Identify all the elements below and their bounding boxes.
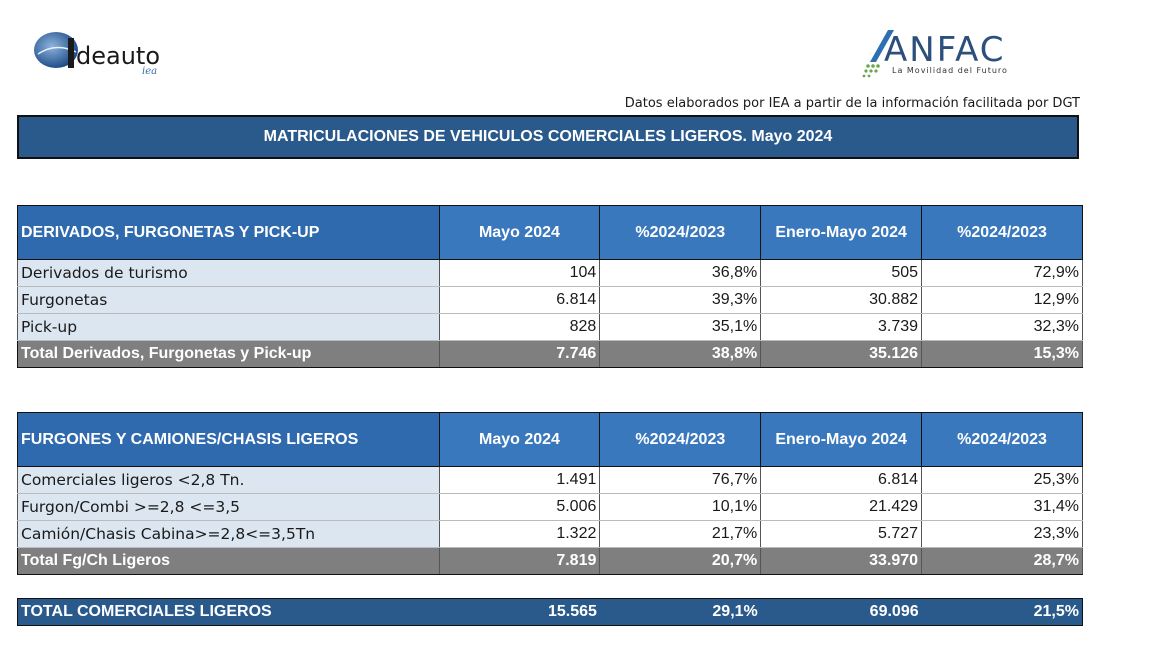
table-row: Derivados de turismo 104 36,8% 505 72,9% <box>17 259 1083 287</box>
total-label: Total Derivados, Furgonetas y Pick-up <box>17 340 440 368</box>
anfac-logo-tagline: La Movilidad del Futuro <box>892 66 1008 75</box>
cell-pct-month: 76,7% <box>599 466 762 494</box>
row-label: Pick-up <box>17 313 440 341</box>
cell-pct-ytd: 25,3% <box>921 466 1083 494</box>
cell-pct-ytd: 72,9% <box>921 259 1083 287</box>
table-derivados: DERIVADOS, FURGONETAS Y PICK-UP Mayo 202… <box>17 205 1083 368</box>
row-label: Furgonetas <box>17 286 440 314</box>
cell-month: 828 <box>439 313 601 341</box>
ideauto-logo-text: deauto <box>76 42 161 70</box>
grand-total-table: TOTAL COMERCIALES LIGEROS 15.565 29,1% 6… <box>17 598 1083 626</box>
table-row: Pick-up 828 35,1% 3.739 32,3% <box>17 313 1083 341</box>
header-pct-month: %2024/2023 <box>599 412 762 467</box>
row-label: Furgon/Combi >=2,8 <=3,5 <box>17 493 440 521</box>
ideauto-logo: deauto iea <box>32 30 192 80</box>
total-pct-ytd: 15,3% <box>921 340 1083 368</box>
cell-month: 5.006 <box>439 493 601 521</box>
row-label: Comerciales ligeros <2,8 Tn. <box>17 466 440 494</box>
header-month: Mayo 2024 <box>438 205 601 260</box>
table-row: Furgon/Combi >=2,8 <=3,5 5.006 10,1% 21.… <box>17 493 1083 521</box>
header-ytd: Enero-Mayo 2024 <box>760 205 923 260</box>
cell-pct-month: 36,8% <box>599 259 762 287</box>
source-note: Datos elaborados por IEA a partir de la … <box>624 96 1080 111</box>
total-pct-month: 20,7% <box>599 547 762 575</box>
cell-ytd: 30.882 <box>760 286 923 314</box>
table-header: FURGONES Y CAMIONES/CHASIS LIGEROS Mayo … <box>17 412 1083 467</box>
table-header: DERIVADOS, FURGONETAS Y PICK-UP Mayo 202… <box>17 205 1083 260</box>
grand-total-pct-month: 29,1% <box>599 598 761 626</box>
cell-pct-ytd: 31,4% <box>921 493 1083 521</box>
total-pct-ytd: 28,7% <box>921 547 1083 575</box>
header-ytd: Enero-Mayo 2024 <box>760 412 923 467</box>
total-month: 7.819 <box>439 547 601 575</box>
cell-ytd: 505 <box>760 259 923 287</box>
cell-ytd: 21.429 <box>760 493 923 521</box>
cell-pct-month: 21,7% <box>599 520 762 548</box>
cell-pct-ytd: 12,9% <box>921 286 1083 314</box>
cell-month: 1.322 <box>439 520 601 548</box>
cell-month: 6.814 <box>439 286 601 314</box>
cell-pct-ytd: 23,3% <box>921 520 1083 548</box>
grand-total-ytd: 69.096 <box>760 598 922 626</box>
cell-ytd: 5.727 <box>760 520 923 548</box>
grand-total-pct-ytd: 21,5% <box>921 598 1083 626</box>
table-row: Furgonetas 6.814 39,3% 30.882 12,9% <box>17 286 1083 314</box>
row-label: Camión/Chasis Cabina>=2,8<=3,5Tn <box>17 520 440 548</box>
total-pct-month: 38,8% <box>599 340 762 368</box>
header-category: FURGONES Y CAMIONES/CHASIS LIGEROS <box>17 412 440 467</box>
cell-pct-month: 10,1% <box>599 493 762 521</box>
cell-pct-ytd: 32,3% <box>921 313 1083 341</box>
total-row: Total Fg/Ch Ligeros 7.819 20,7% 33.970 2… <box>17 547 1083 575</box>
row-label: Derivados de turismo <box>17 259 440 287</box>
grand-total-label: TOTAL COMERCIALES LIGEROS <box>17 598 440 626</box>
anfac-logo-text: ANFAC <box>884 30 1006 70</box>
table-row: Comerciales ligeros <2,8 Tn. 1.491 76,7%… <box>17 466 1083 494</box>
grand-total-row: TOTAL COMERCIALES LIGEROS 15.565 29,1% 6… <box>17 598 1083 626</box>
total-row: Total Derivados, Furgonetas y Pick-up 7.… <box>17 340 1083 368</box>
table-furgones: FURGONES Y CAMIONES/CHASIS LIGEROS Mayo … <box>17 412 1083 575</box>
header-pct-ytd: %2024/2023 <box>921 412 1083 467</box>
table-row: Camión/Chasis Cabina>=2,8<=3,5Tn 1.322 2… <box>17 520 1083 548</box>
header-month: Mayo 2024 <box>438 412 601 467</box>
grand-total-month: 15.565 <box>439 598 600 626</box>
total-month: 7.746 <box>439 340 601 368</box>
total-ytd: 35.126 <box>760 340 923 368</box>
total-label: Total Fg/Ch Ligeros <box>17 547 440 575</box>
cell-month: 104 <box>439 259 601 287</box>
ideauto-logo-sub: iea <box>142 66 158 77</box>
cell-pct-month: 39,3% <box>599 286 762 314</box>
cell-ytd: 3.739 <box>760 313 923 341</box>
header-pct-ytd: %2024/2023 <box>921 205 1083 260</box>
cell-month: 1.491 <box>439 466 601 494</box>
header-pct-month: %2024/2023 <box>599 205 762 260</box>
cell-ytd: 6.814 <box>760 466 923 494</box>
header-category: DERIVADOS, FURGONETAS Y PICK-UP <box>17 205 440 260</box>
page-title: MATRICULACIONES DE VEHICULOS COMERCIALES… <box>17 115 1079 159</box>
anfac-logo: ANFAC La Movilidad del Futuro <box>862 28 1032 80</box>
cell-pct-month: 35,1% <box>599 313 762 341</box>
total-ytd: 33.970 <box>760 547 923 575</box>
